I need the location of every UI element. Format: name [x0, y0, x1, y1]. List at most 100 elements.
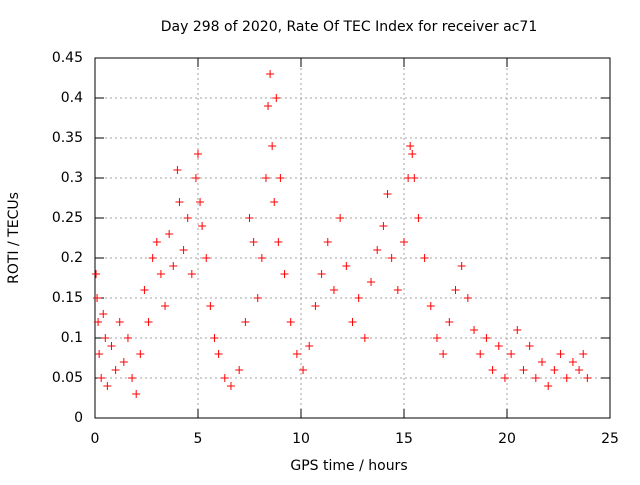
y-tick-label: 0.15: [52, 290, 83, 306]
data-point: [463, 294, 472, 302]
data-point: [94, 318, 103, 326]
data-point: [128, 374, 137, 382]
data-point: [191, 174, 200, 182]
data-point: [111, 366, 120, 374]
data-point: [179, 246, 188, 254]
data-point: [270, 198, 279, 206]
data-point: [272, 94, 281, 102]
y-tick-label: 0.35: [52, 130, 83, 146]
data-point: [183, 214, 192, 222]
data-point: [99, 310, 108, 318]
data-point: [101, 334, 110, 342]
data-point: [245, 214, 254, 222]
data-point: [292, 350, 301, 358]
data-point: [156, 270, 165, 278]
data-point: [525, 342, 534, 350]
data-point: [488, 366, 497, 374]
data-point: [169, 262, 178, 270]
data-point: [383, 190, 392, 198]
x-axis-label: GPS time / hours: [290, 458, 407, 474]
data-point: [206, 302, 215, 310]
data-point: [119, 358, 128, 366]
data-point: [519, 366, 528, 374]
data-point: [410, 174, 419, 182]
data-point: [161, 302, 170, 310]
data-point: [550, 366, 559, 374]
data-point: [249, 238, 258, 246]
data-point: [556, 350, 565, 358]
x-tick-label: 25: [601, 431, 619, 447]
data-point: [92, 270, 101, 278]
data-point: [373, 246, 382, 254]
data-point: [107, 342, 116, 350]
y-tick-label: 0.05: [52, 370, 83, 386]
data-point: [342, 262, 351, 270]
data-point: [348, 318, 357, 326]
data-point: [194, 150, 202, 158]
data-point: [507, 350, 516, 358]
data-point: [202, 254, 211, 262]
data-point: [470, 326, 479, 334]
data-point: [500, 374, 509, 382]
data-point: [379, 222, 388, 230]
y-tick-label: 0.2: [61, 250, 83, 266]
data-point: [261, 174, 270, 182]
data-point: [513, 326, 522, 334]
data-point: [311, 302, 320, 310]
y-tick-label: 0.1: [61, 330, 83, 346]
data-point: [439, 350, 448, 358]
data-point: [103, 382, 112, 390]
data-point: [136, 350, 145, 358]
data-point: [360, 334, 369, 342]
x-axis-tick-labels: 0 5 10 15 20 25: [91, 431, 619, 447]
y-tick-label: 0.25: [52, 210, 83, 226]
data-point: [354, 294, 363, 302]
x-tick-label: 0: [91, 431, 100, 447]
data-point: [579, 350, 588, 358]
y-tick-label: 0.45: [52, 50, 83, 66]
data-point: [317, 270, 326, 278]
data-point: [583, 374, 592, 382]
data-point: [266, 70, 275, 78]
data-point: [97, 374, 106, 382]
data-point: [148, 254, 157, 262]
data-point: [175, 198, 184, 206]
data-point: [323, 238, 332, 246]
data-point: [235, 366, 244, 374]
plot-area-frame: [94, 57, 611, 419]
data-point: [367, 278, 376, 286]
data-point: [305, 342, 314, 350]
data-point: [220, 374, 229, 382]
data-point: [198, 222, 207, 230]
data-point: [165, 230, 174, 238]
data-point: [274, 238, 283, 246]
data-point: [393, 286, 402, 294]
data-point: [253, 294, 262, 302]
x-tick-label: 20: [498, 431, 516, 447]
data-point: [140, 286, 149, 294]
axis-ticks: [94, 57, 611, 419]
data-point: [132, 390, 141, 398]
data-point: [214, 350, 223, 358]
data-point: [152, 238, 161, 246]
data-point: [226, 382, 235, 390]
data-point: [400, 238, 408, 246]
data-point: [544, 382, 553, 390]
data-point: [144, 318, 153, 326]
data-point: [445, 318, 454, 326]
x-tick-label: 10: [292, 431, 310, 447]
data-point: [538, 358, 547, 366]
y-tick-label: 0: [74, 410, 83, 426]
data-point: [299, 366, 308, 374]
data-point: [420, 254, 429, 262]
data-point: [196, 198, 205, 206]
data-point: [210, 334, 219, 342]
data-point: [123, 334, 132, 342]
data-point: [93, 294, 102, 302]
data-point: [241, 318, 250, 326]
data-point: [336, 214, 345, 222]
data-point: [476, 350, 485, 358]
